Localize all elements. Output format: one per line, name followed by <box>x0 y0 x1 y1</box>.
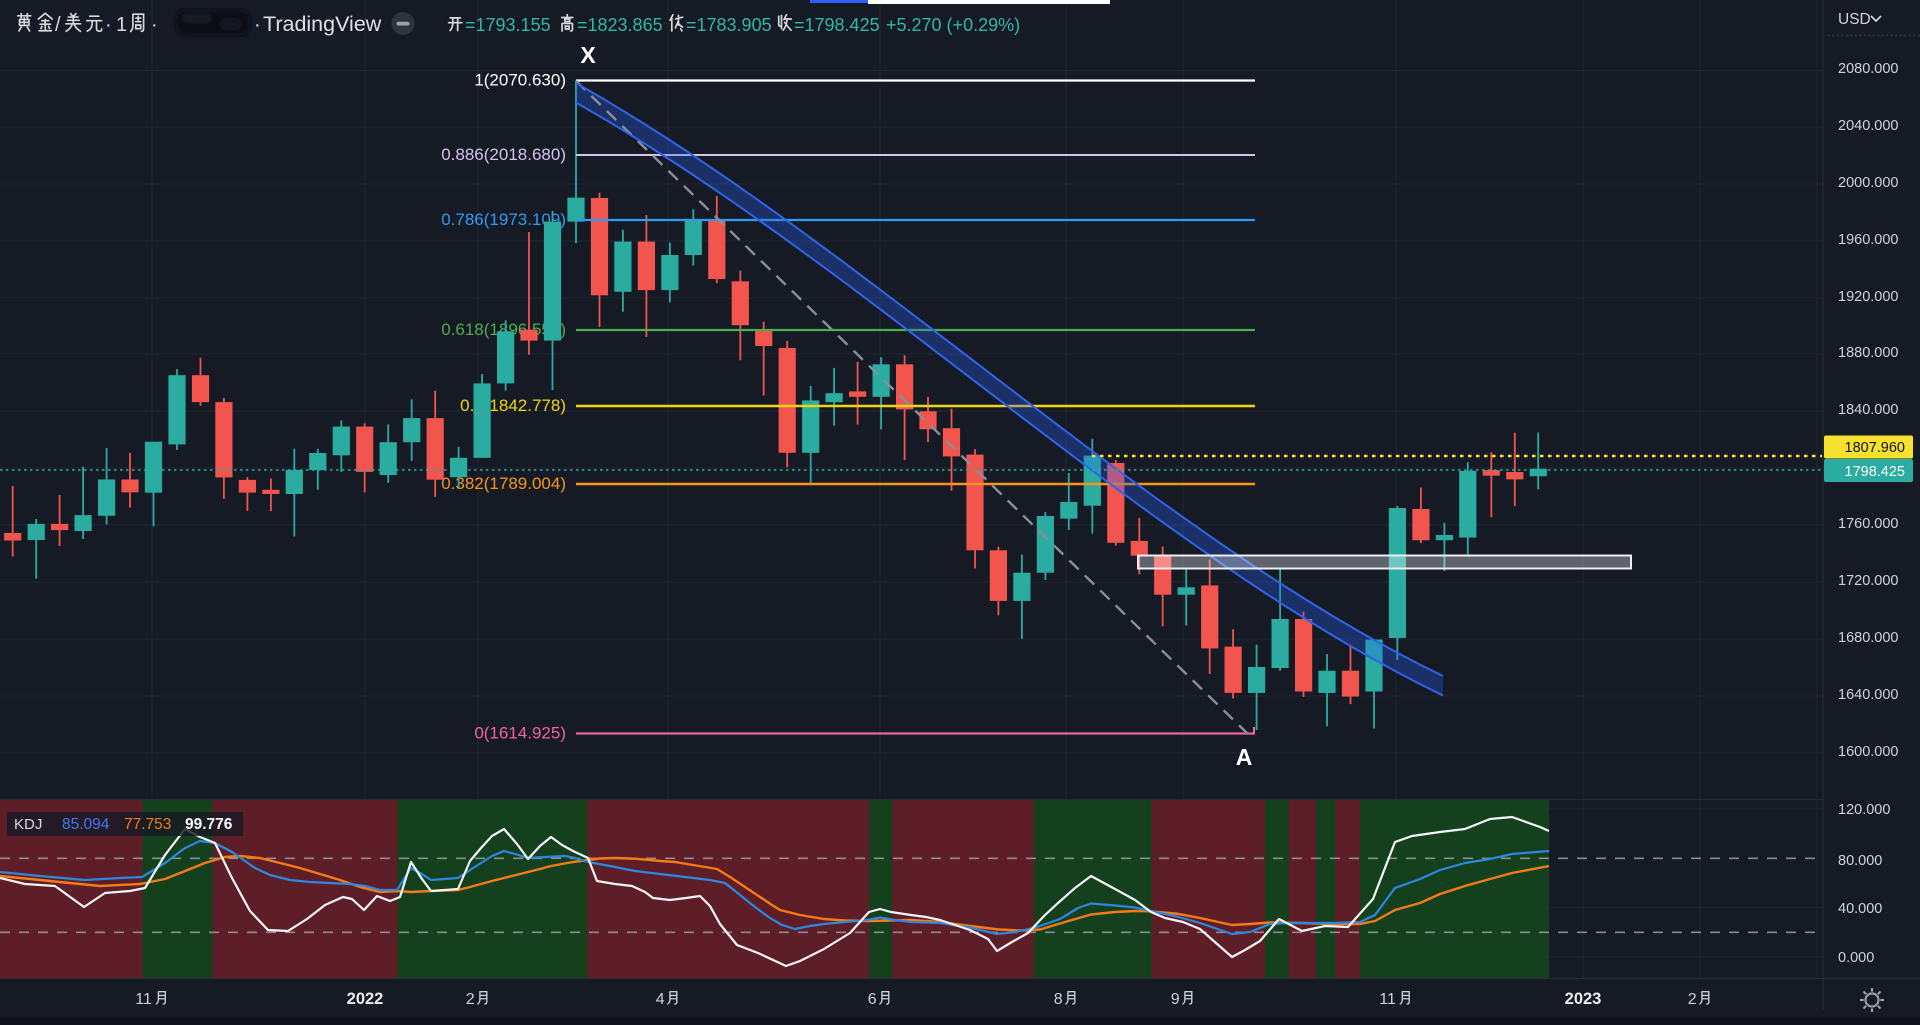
svg-text:4: 4 <box>656 991 665 1008</box>
svg-text:2: 2 <box>466 991 475 1008</box>
svg-text:1600.000: 1600.000 <box>1838 744 1898 760</box>
svg-text:+5.270 (+0.29%): +5.270 (+0.29%) <box>886 15 1020 35</box>
svg-text:·: · <box>151 14 158 36</box>
svg-text:2023: 2023 <box>1565 990 1602 1008</box>
svg-text:80.000: 80.000 <box>1838 853 1882 869</box>
svg-text:=1798.425: =1798.425 <box>794 15 880 35</box>
svg-text:X: X <box>580 42 596 68</box>
svg-text:8: 8 <box>1054 991 1063 1008</box>
svg-text:KDJ: KDJ <box>14 816 42 833</box>
svg-text:·: · <box>254 14 261 36</box>
svg-text:=1823.865: =1823.865 <box>577 15 663 35</box>
svg-text:=1793.155: =1793.155 <box>465 15 551 35</box>
svg-text:/: / <box>55 14 61 36</box>
svg-text:USD: USD <box>1838 11 1871 28</box>
svg-text:1920.000: 1920.000 <box>1838 289 1898 305</box>
svg-text:40.000: 40.000 <box>1838 901 1882 917</box>
svg-text:1: 1 <box>116 14 127 36</box>
svg-text:6: 6 <box>868 991 877 1008</box>
svg-text:0.382(1789.004): 0.382(1789.004) <box>441 474 566 493</box>
svg-text:120.000: 120.000 <box>1838 802 1890 818</box>
svg-text:·: · <box>105 14 112 36</box>
svg-text:2022: 2022 <box>347 990 384 1008</box>
svg-text:9: 9 <box>1171 991 1180 1008</box>
svg-text:1807.960: 1807.960 <box>1845 440 1905 456</box>
svg-text:77.753: 77.753 <box>124 816 171 833</box>
svg-text:11: 11 <box>1379 991 1396 1008</box>
svg-text:1880.000: 1880.000 <box>1838 345 1898 361</box>
svg-text:TradingView: TradingView <box>263 12 382 36</box>
svg-text:2: 2 <box>1688 991 1697 1008</box>
svg-text:0.886(2018.680): 0.886(2018.680) <box>441 145 566 164</box>
svg-text:1760.000: 1760.000 <box>1838 516 1898 532</box>
svg-text:=1783.905: =1783.905 <box>686 15 772 35</box>
svg-text:1798.425: 1798.425 <box>1845 464 1905 480</box>
svg-text:99.776: 99.776 <box>185 816 233 833</box>
svg-text:1680.000: 1680.000 <box>1838 630 1898 646</box>
svg-text:A: A <box>1236 744 1253 770</box>
svg-text:85.094: 85.094 <box>62 816 110 833</box>
svg-text:0(1614.925): 0(1614.925) <box>474 724 566 743</box>
svg-text:0.000: 0.000 <box>1838 950 1874 966</box>
svg-text:2000.000: 2000.000 <box>1838 175 1898 191</box>
svg-text:2080.000: 2080.000 <box>1838 61 1898 77</box>
svg-text:2040.000: 2040.000 <box>1838 118 1898 134</box>
svg-text:1960.000: 1960.000 <box>1838 232 1898 248</box>
svg-text:11: 11 <box>135 991 152 1008</box>
svg-text:1840.000: 1840.000 <box>1838 402 1898 418</box>
svg-text:1(2070.630): 1(2070.630) <box>474 71 566 90</box>
svg-text:1640.000: 1640.000 <box>1838 687 1898 703</box>
svg-text:1720.000: 1720.000 <box>1838 573 1898 589</box>
svg-text:0.786(1973.109): 0.786(1973.109) <box>441 210 566 229</box>
